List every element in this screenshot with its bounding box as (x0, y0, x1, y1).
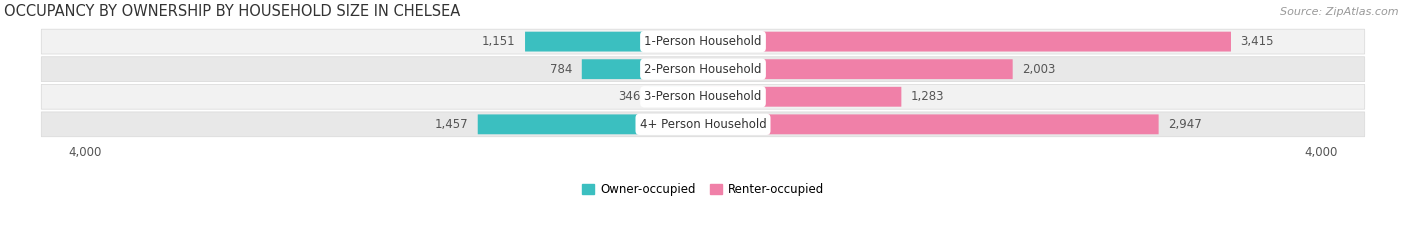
FancyBboxPatch shape (703, 32, 1232, 51)
Text: OCCUPANCY BY OWNERSHIP BY HOUSEHOLD SIZE IN CHELSEA: OCCUPANCY BY OWNERSHIP BY HOUSEHOLD SIZE… (4, 4, 460, 19)
FancyBboxPatch shape (478, 114, 703, 134)
FancyBboxPatch shape (703, 114, 1159, 134)
Text: Source: ZipAtlas.com: Source: ZipAtlas.com (1281, 7, 1399, 17)
FancyBboxPatch shape (41, 57, 1365, 82)
Text: 346: 346 (617, 90, 640, 103)
Text: 2,947: 2,947 (1168, 118, 1202, 131)
FancyBboxPatch shape (582, 59, 703, 79)
Text: 3,415: 3,415 (1240, 35, 1274, 48)
FancyBboxPatch shape (703, 87, 901, 107)
Text: 3-Person Household: 3-Person Household (644, 90, 762, 103)
Text: 2,003: 2,003 (1022, 63, 1056, 76)
Text: 1,283: 1,283 (911, 90, 945, 103)
Text: 4+ Person Household: 4+ Person Household (640, 118, 766, 131)
FancyBboxPatch shape (650, 87, 703, 107)
FancyBboxPatch shape (703, 59, 1012, 79)
Text: 1,457: 1,457 (434, 118, 468, 131)
Text: 1,151: 1,151 (482, 35, 516, 48)
FancyBboxPatch shape (524, 32, 703, 51)
Text: 784: 784 (550, 63, 572, 76)
Text: 1-Person Household: 1-Person Household (644, 35, 762, 48)
Text: 2-Person Household: 2-Person Household (644, 63, 762, 76)
FancyBboxPatch shape (41, 84, 1365, 109)
Legend: Owner-occupied, Renter-occupied: Owner-occupied, Renter-occupied (582, 183, 824, 196)
FancyBboxPatch shape (41, 112, 1365, 137)
FancyBboxPatch shape (41, 29, 1365, 54)
